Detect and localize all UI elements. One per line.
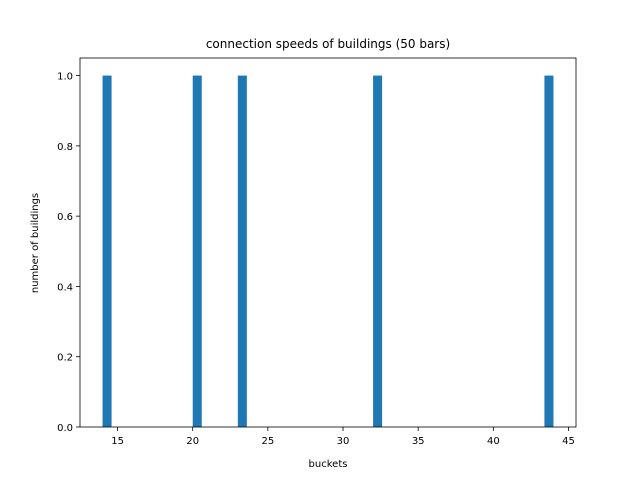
y-tick-label-5: 1.0 (57, 72, 73, 83)
plot-frame (79, 57, 577, 428)
y-axis-label: number of buildings (30, 193, 41, 293)
chart-title: connection speeds of buildings (50 bars) (206, 37, 450, 51)
bars-layer (102, 75, 554, 427)
bar-2 (237, 75, 247, 427)
x-tick-label-5: 40 (487, 436, 500, 447)
x-tick-label-6: 45 (562, 436, 575, 447)
ticks-layer: 15 20 25 30 35 40 45 0.0 0.2 0.4 0.6 0.8 1.0 (57, 72, 575, 447)
bar-3 (373, 75, 383, 427)
y-tick-label-2: 0.4 (57, 282, 73, 293)
axes-layer (79, 57, 577, 428)
y-tick-label-4: 0.8 (57, 142, 73, 153)
x-tick-label-4: 35 (412, 436, 425, 447)
x-tick-label-0: 15 (111, 436, 124, 447)
y-tick-label-1: 0.2 (57, 353, 73, 364)
bar-1 (192, 75, 202, 427)
x-tick-label-1: 20 (186, 436, 199, 447)
bar-0 (102, 75, 112, 427)
x-axis-label: buckets (309, 459, 348, 470)
y-tick-label-3: 0.6 (57, 212, 73, 223)
x-tick-label-2: 25 (262, 436, 275, 447)
bar-4 (544, 75, 554, 427)
y-tick-label-0: 0.0 (57, 423, 73, 434)
x-tick-label-3: 30 (337, 436, 350, 447)
